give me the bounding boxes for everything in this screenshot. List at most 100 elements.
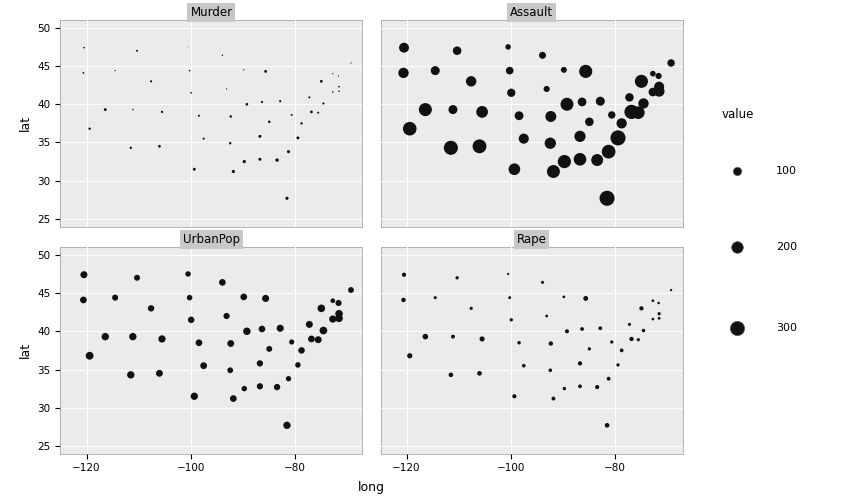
Point: [224, 340, 238, 348]
Point: [501, 43, 515, 51]
Point: [473, 369, 486, 377]
Point: [152, 142, 166, 150]
Point: [226, 395, 240, 403]
Text: 200: 200: [776, 242, 797, 252]
Point: [632, 109, 645, 117]
Point: [156, 108, 169, 116]
Point: [729, 243, 743, 251]
Point: [326, 88, 340, 96]
Point: [517, 135, 530, 143]
Point: [594, 97, 607, 105]
Text: long: long: [358, 481, 385, 494]
Point: [98, 333, 112, 341]
Point: [326, 297, 340, 305]
Point: [729, 324, 743, 332]
Point: [219, 85, 233, 93]
Point: [181, 270, 195, 278]
Point: [652, 314, 666, 323]
Point: [255, 325, 269, 333]
Point: [651, 72, 665, 80]
Point: [475, 335, 489, 343]
Point: [285, 111, 299, 119]
Point: [316, 327, 330, 335]
Point: [263, 345, 276, 353]
Point: [311, 336, 325, 344]
Point: [729, 167, 743, 175]
Point: [280, 421, 294, 429]
Point: [579, 294, 593, 302]
Point: [253, 359, 267, 367]
Point: [226, 167, 240, 175]
Point: [625, 335, 638, 343]
Point: [651, 299, 665, 307]
Point: [126, 333, 140, 341]
Point: [182, 67, 196, 75]
Point: [573, 155, 587, 163]
Point: [573, 383, 587, 391]
Point: [184, 316, 198, 324]
Point: [304, 108, 318, 116]
Y-axis label: lat: lat: [19, 342, 32, 358]
Point: [184, 89, 198, 97]
Point: [600, 421, 614, 429]
Text: value: value: [722, 108, 754, 121]
Point: [240, 100, 254, 108]
Point: [623, 321, 637, 329]
Point: [540, 312, 554, 320]
Point: [130, 47, 144, 55]
Point: [77, 44, 91, 52]
Point: [444, 144, 458, 152]
Point: [258, 294, 272, 302]
Y-axis label: lat: lat: [19, 115, 32, 132]
Title: UrbanPop: UrbanPop: [183, 233, 240, 246]
Point: [295, 119, 308, 128]
Point: [108, 294, 122, 302]
Point: [311, 109, 325, 117]
Point: [605, 338, 619, 346]
Point: [263, 118, 276, 126]
Point: [536, 51, 550, 59]
Point: [197, 362, 211, 370]
Point: [332, 309, 346, 318]
Point: [187, 392, 201, 400]
Point: [512, 339, 526, 347]
Point: [579, 68, 593, 76]
Point: [632, 336, 645, 344]
Point: [302, 321, 316, 329]
Point: [253, 383, 267, 391]
Point: [590, 156, 604, 164]
Point: [255, 98, 269, 106]
Point: [557, 385, 571, 393]
Point: [295, 346, 308, 354]
Point: [652, 309, 666, 318]
Point: [192, 339, 206, 347]
Point: [611, 134, 625, 142]
Text: 100: 100: [776, 166, 797, 176]
Point: [557, 293, 571, 301]
Point: [646, 315, 660, 323]
Title: Rape: Rape: [517, 233, 547, 246]
Point: [464, 77, 478, 85]
Point: [291, 361, 305, 369]
Point: [517, 362, 530, 370]
Point: [291, 134, 305, 142]
Point: [475, 108, 489, 116]
Point: [557, 66, 571, 74]
Point: [664, 286, 678, 294]
Point: [192, 112, 206, 120]
Point: [83, 352, 97, 360]
Point: [446, 333, 460, 341]
Point: [282, 374, 295, 383]
Point: [397, 69, 410, 77]
Point: [560, 100, 574, 108]
Point: [429, 67, 442, 75]
Point: [304, 335, 318, 343]
Point: [332, 72, 346, 80]
Point: [601, 148, 615, 156]
Point: [573, 359, 587, 367]
Point: [77, 69, 91, 77]
Point: [238, 385, 251, 393]
Point: [215, 51, 229, 59]
Point: [326, 70, 340, 78]
Point: [600, 194, 614, 202]
